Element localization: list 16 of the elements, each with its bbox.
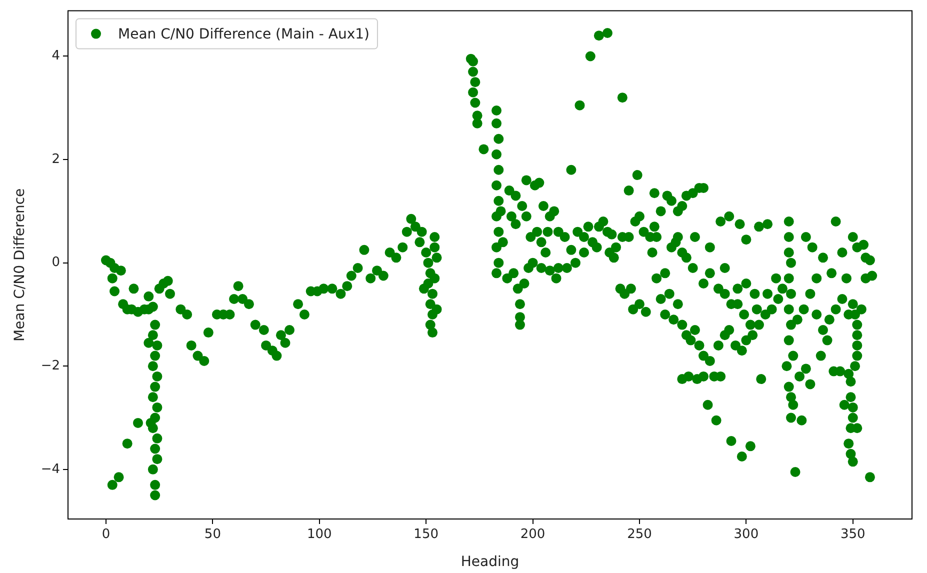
y-tick-label: −4 xyxy=(40,462,60,477)
x-tick-label: 50 xyxy=(204,527,221,542)
x-tick-label: 0 xyxy=(102,527,110,542)
x-axis-title: Heading xyxy=(460,554,520,570)
y-tick-label: 2 xyxy=(52,152,60,167)
x-tick-label: 350 xyxy=(840,527,866,542)
x-tick-label: 300 xyxy=(734,527,759,542)
x-tick-label: 150 xyxy=(414,527,438,542)
x-tick-label: 200 xyxy=(520,527,546,542)
y-tick-label: −2 xyxy=(40,358,60,374)
x-tick-label: 100 xyxy=(306,527,332,542)
legend-label: Mean C/N0 Difference (Main - Aux1) xyxy=(118,26,370,42)
y-axis-title: Mean C/N0 Difference xyxy=(12,188,28,342)
x-tick-label: 250 xyxy=(627,527,652,542)
y-tick-label: 0 xyxy=(52,255,60,270)
y-tick-label: 4 xyxy=(52,48,60,64)
